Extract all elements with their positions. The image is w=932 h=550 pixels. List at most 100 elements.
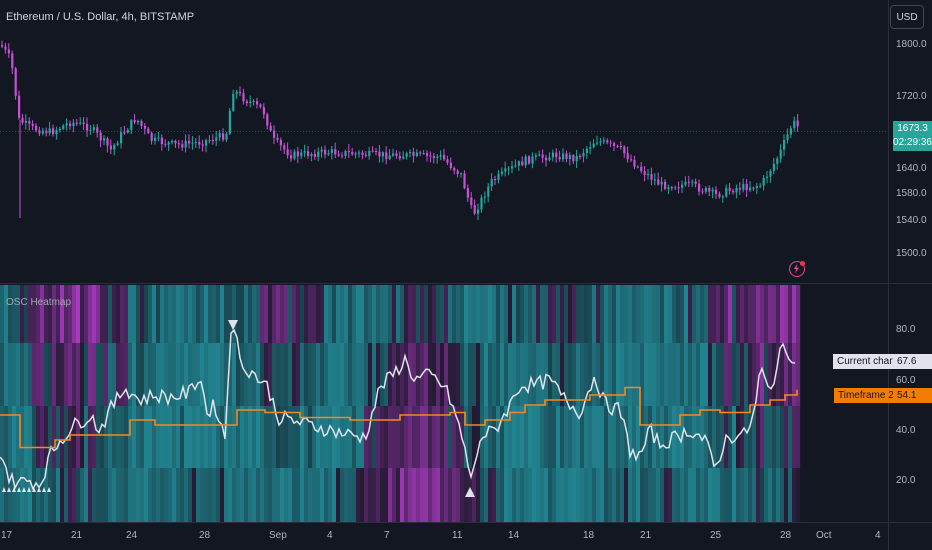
heatmap-cell — [92, 406, 97, 468]
heatmap-cell — [560, 343, 565, 406]
triangle-up-icon — [7, 487, 11, 492]
heatmap-cell — [300, 343, 305, 406]
price-candle — [579, 155, 582, 157]
heatmap-cell — [752, 468, 757, 522]
heatmap-cell — [296, 343, 301, 406]
heatmap-cell — [704, 343, 709, 406]
heatmap-cell — [176, 468, 181, 522]
price-candle — [174, 140, 177, 144]
price-candle — [198, 141, 201, 145]
price-candle — [504, 168, 507, 172]
heatmap-cell — [660, 468, 665, 522]
heatmap-cell — [416, 343, 421, 406]
price-candle — [205, 140, 208, 146]
triangle-down-icon — [228, 320, 238, 330]
currency-button[interactable]: USD — [890, 5, 924, 29]
heatmap-cell — [548, 406, 553, 468]
legend-current-chart-label: Current chart — [833, 354, 900, 369]
heatmap-cell — [540, 285, 545, 343]
heatmap-cell — [560, 285, 565, 343]
price-candle — [41, 130, 44, 134]
heatmap-cell — [4, 468, 9, 522]
heatmap-cell — [440, 285, 445, 343]
heatmap-cell — [56, 343, 61, 406]
heatmap-cell — [112, 285, 117, 343]
heatmap-cell — [668, 406, 673, 468]
heatmap-cell — [232, 468, 237, 522]
heatmap-cell — [436, 343, 441, 406]
osc-tick: 20.0 — [896, 475, 916, 486]
heatmap-cell — [784, 468, 789, 522]
heatmap-cell — [224, 285, 229, 343]
heatmap-cell — [324, 468, 329, 522]
heatmap-cell — [136, 285, 141, 343]
price-candle — [222, 133, 225, 140]
price-candle — [279, 139, 282, 146]
heatmap-cell — [84, 406, 89, 468]
heatmap-cell — [512, 406, 517, 468]
last-price: 1673.3 — [897, 123, 928, 134]
heatmap-cell — [40, 343, 45, 406]
price-candle — [208, 140, 211, 142]
heatmap-cell — [628, 468, 633, 522]
x-axis-label: 11 — [452, 530, 463, 541]
price-candle — [361, 152, 364, 155]
price-candle — [215, 137, 218, 141]
heatmap-cell — [68, 468, 73, 522]
heatmap-cell — [364, 343, 369, 406]
heatmap-cell — [36, 406, 41, 468]
heatmap-cell — [712, 406, 717, 468]
heatmap-cell — [196, 406, 201, 468]
heatmap-cell — [444, 285, 449, 343]
price-candle — [7, 49, 10, 54]
heatmap-cell — [504, 285, 509, 343]
price-candle — [517, 161, 520, 166]
indicator-title[interactable]: OSC Heatmap — [6, 297, 72, 308]
heatmap-cell — [644, 285, 649, 343]
heatmap-cell — [64, 285, 69, 343]
heatmap-cell — [128, 343, 133, 406]
x-axis-label: 17 — [1, 530, 13, 541]
heatmap-cell — [428, 406, 433, 468]
symbol-title[interactable]: Ethereum / U.S. Dollar, 4h, BITSTAMP — [6, 11, 195, 23]
heatmap-cell — [668, 285, 673, 343]
price-candle — [381, 152, 384, 157]
price-candle — [239, 91, 242, 94]
price-candle — [551, 152, 554, 158]
heatmap-cell — [168, 285, 173, 343]
price-candle — [228, 110, 231, 134]
price-candle — [647, 174, 650, 176]
heatmap-cell — [672, 406, 677, 468]
heatmap-cell — [304, 343, 309, 406]
heatmap-cell — [648, 343, 653, 406]
heatmap-cell — [12, 468, 17, 522]
heatmap-cell — [556, 406, 561, 468]
heatmap-cell — [392, 285, 397, 343]
price-candle — [718, 193, 721, 197]
heatmap-cell — [244, 406, 249, 468]
heatmap-cell — [200, 468, 205, 522]
heatmap-cell — [492, 468, 497, 522]
lightning-bolt-icon[interactable] — [789, 261, 805, 277]
heatmap-cell — [604, 285, 609, 343]
heatmap-cell — [376, 285, 381, 343]
heatmap-cell — [352, 343, 357, 406]
heatmap-cell — [500, 343, 505, 406]
heatmap-cell — [356, 468, 361, 522]
heatmap-cell — [68, 285, 73, 343]
heatmap-cell — [240, 468, 245, 522]
heatmap-cell — [752, 343, 757, 406]
heatmap-cell — [516, 285, 521, 343]
heatmap-cell — [544, 406, 549, 468]
heatmap-cell — [724, 343, 729, 406]
price-candle — [55, 130, 58, 135]
heatmap-cell — [416, 468, 421, 522]
price-candle — [286, 149, 289, 156]
price-candle — [113, 144, 116, 150]
price-candle — [426, 153, 429, 156]
heatmap-cell — [556, 285, 561, 343]
heatmap-cell — [688, 468, 693, 522]
heatmap-cell — [632, 285, 637, 343]
